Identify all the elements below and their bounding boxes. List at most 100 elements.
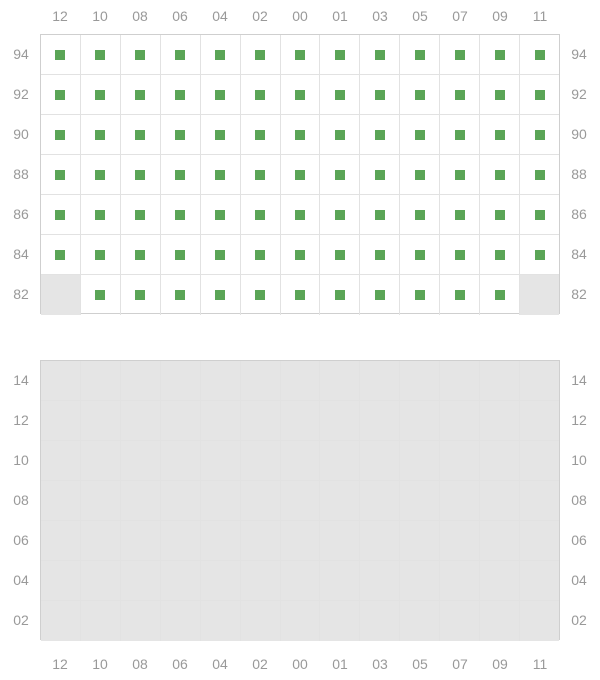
grid-cell[interactable] bbox=[480, 195, 520, 234]
grid-cell[interactable] bbox=[440, 35, 480, 74]
grid-cell[interactable] bbox=[360, 601, 400, 641]
grid-cell[interactable] bbox=[360, 401, 400, 440]
grid-cell[interactable] bbox=[360, 521, 400, 560]
grid-cell[interactable] bbox=[121, 361, 161, 400]
grid-cell[interactable] bbox=[520, 195, 559, 234]
grid-cell[interactable] bbox=[400, 235, 440, 274]
grid-cell[interactable] bbox=[201, 481, 241, 520]
grid-cell[interactable] bbox=[520, 441, 559, 480]
grid-cell[interactable] bbox=[400, 561, 440, 600]
grid-cell[interactable] bbox=[241, 361, 281, 400]
grid-cell[interactable] bbox=[81, 441, 121, 480]
grid-cell[interactable] bbox=[320, 601, 360, 641]
grid-cell[interactable] bbox=[281, 441, 321, 480]
grid-cell[interactable] bbox=[81, 561, 121, 600]
grid-cell[interactable] bbox=[241, 115, 281, 154]
grid-cell[interactable] bbox=[201, 275, 241, 315]
grid-cell[interactable] bbox=[241, 481, 281, 520]
grid-cell[interactable] bbox=[320, 275, 360, 315]
grid-cell[interactable] bbox=[281, 195, 321, 234]
grid-cell[interactable] bbox=[201, 155, 241, 194]
grid-cell[interactable] bbox=[41, 441, 81, 480]
grid-cell[interactable] bbox=[480, 521, 520, 560]
grid-cell[interactable] bbox=[161, 561, 201, 600]
grid-cell[interactable] bbox=[320, 481, 360, 520]
grid-cell[interactable] bbox=[400, 441, 440, 480]
grid-cell[interactable] bbox=[41, 561, 81, 600]
grid-cell[interactable] bbox=[281, 35, 321, 74]
grid-cell[interactable] bbox=[520, 601, 559, 641]
grid-cell[interactable] bbox=[400, 115, 440, 154]
grid-cell[interactable] bbox=[241, 35, 281, 74]
grid-cell[interactable] bbox=[201, 561, 241, 600]
grid-cell[interactable] bbox=[121, 35, 161, 74]
grid-cell[interactable] bbox=[360, 561, 400, 600]
grid-cell[interactable] bbox=[360, 75, 400, 114]
grid-cell[interactable] bbox=[161, 155, 201, 194]
grid-cell[interactable] bbox=[520, 155, 559, 194]
grid-cell[interactable] bbox=[41, 195, 81, 234]
grid-cell[interactable] bbox=[241, 75, 281, 114]
grid-cell[interactable] bbox=[41, 481, 81, 520]
grid-cell[interactable] bbox=[241, 235, 281, 274]
grid-cell[interactable] bbox=[320, 195, 360, 234]
grid-cell[interactable] bbox=[320, 561, 360, 600]
grid-cell[interactable] bbox=[480, 235, 520, 274]
grid-cell[interactable] bbox=[81, 481, 121, 520]
grid-cell[interactable] bbox=[440, 235, 480, 274]
grid-cell[interactable] bbox=[201, 75, 241, 114]
grid-cell[interactable] bbox=[520, 481, 559, 520]
grid-cell[interactable] bbox=[281, 601, 321, 641]
grid-cell[interactable] bbox=[121, 275, 161, 315]
grid-cell[interactable] bbox=[201, 195, 241, 234]
grid-cell[interactable] bbox=[400, 275, 440, 315]
grid-cell[interactable] bbox=[161, 601, 201, 641]
grid-cell[interactable] bbox=[121, 481, 161, 520]
grid-cell[interactable] bbox=[360, 155, 400, 194]
grid-cell[interactable] bbox=[81, 115, 121, 154]
grid-cell[interactable] bbox=[161, 401, 201, 440]
grid-cell[interactable] bbox=[320, 235, 360, 274]
grid-cell[interactable] bbox=[281, 481, 321, 520]
grid-cell[interactable] bbox=[121, 155, 161, 194]
grid-cell[interactable] bbox=[480, 275, 520, 315]
grid-cell[interactable] bbox=[121, 521, 161, 560]
grid-cell[interactable] bbox=[360, 275, 400, 315]
grid-cell[interactable] bbox=[161, 441, 201, 480]
grid-cell[interactable] bbox=[121, 195, 161, 234]
grid-cell[interactable] bbox=[520, 401, 559, 440]
grid-cell[interactable] bbox=[440, 361, 480, 400]
grid-cell[interactable] bbox=[121, 115, 161, 154]
grid-cell[interactable] bbox=[480, 401, 520, 440]
grid-cell[interactable] bbox=[161, 521, 201, 560]
grid-cell[interactable] bbox=[520, 235, 559, 274]
grid-cell[interactable] bbox=[201, 401, 241, 440]
grid-cell[interactable] bbox=[281, 521, 321, 560]
grid-cell[interactable] bbox=[440, 481, 480, 520]
grid-cell[interactable] bbox=[480, 155, 520, 194]
grid-cell[interactable] bbox=[201, 235, 241, 274]
grid-cell[interactable] bbox=[81, 275, 121, 315]
grid-cell[interactable] bbox=[520, 275, 559, 315]
grid-cell[interactable] bbox=[480, 35, 520, 74]
grid-cell[interactable] bbox=[320, 401, 360, 440]
grid-cell[interactable] bbox=[480, 75, 520, 114]
grid-cell[interactable] bbox=[400, 155, 440, 194]
grid-cell[interactable] bbox=[201, 601, 241, 641]
grid-cell[interactable] bbox=[281, 401, 321, 440]
grid-cell[interactable] bbox=[520, 561, 559, 600]
grid-cell[interactable] bbox=[281, 361, 321, 400]
grid-cell[interactable] bbox=[41, 521, 81, 560]
grid-cell[interactable] bbox=[480, 561, 520, 600]
grid-cell[interactable] bbox=[121, 401, 161, 440]
grid-cell[interactable] bbox=[241, 155, 281, 194]
grid-cell[interactable] bbox=[440, 441, 480, 480]
grid-cell[interactable] bbox=[161, 361, 201, 400]
grid-cell[interactable] bbox=[320, 441, 360, 480]
grid-cell[interactable] bbox=[360, 235, 400, 274]
grid-cell[interactable] bbox=[81, 401, 121, 440]
grid-cell[interactable] bbox=[81, 235, 121, 274]
grid-cell[interactable] bbox=[480, 441, 520, 480]
grid-cell[interactable] bbox=[41, 155, 81, 194]
grid-cell[interactable] bbox=[281, 75, 321, 114]
